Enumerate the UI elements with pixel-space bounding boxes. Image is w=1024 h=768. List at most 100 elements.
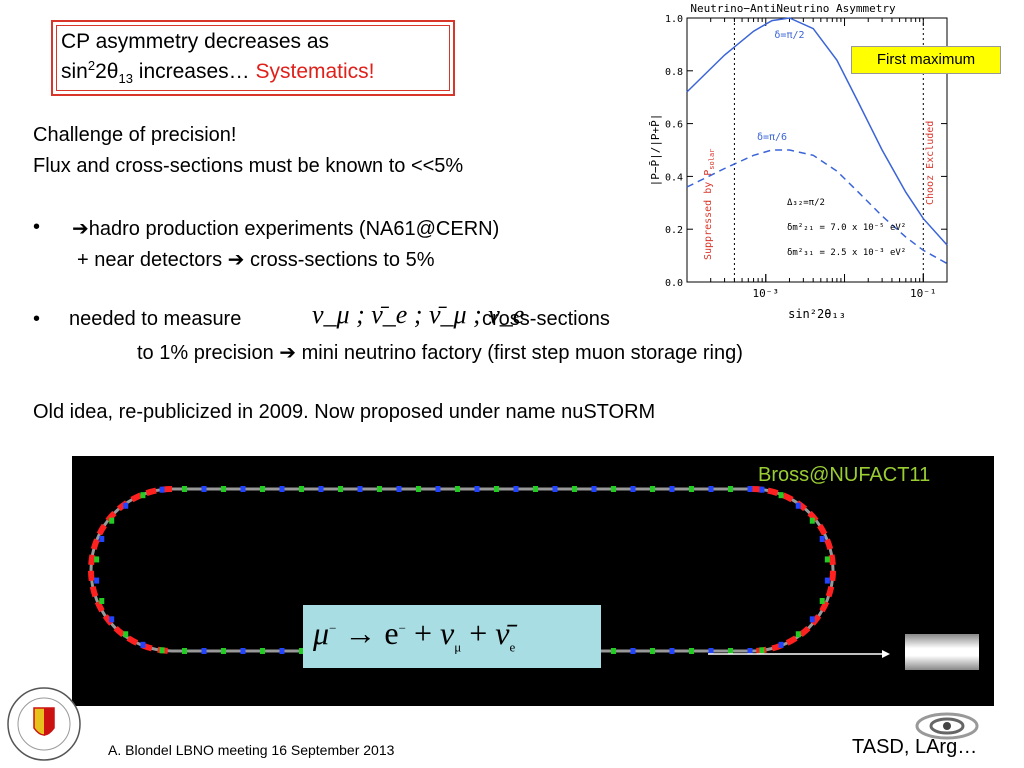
ring-quad-bottom xyxy=(201,648,207,654)
ring-quad-top xyxy=(455,486,460,492)
ring-quad-left xyxy=(99,536,105,543)
ring-quad-top xyxy=(611,486,616,492)
ring-quad-left xyxy=(94,577,100,584)
storage-ring-drawing xyxy=(88,486,890,658)
ring-quad-top xyxy=(494,486,499,492)
ring-quad-top xyxy=(338,486,343,492)
ring-quad-left xyxy=(109,616,115,623)
bullet-1-subtext: + near detectors ➔ cross-sections to 5% xyxy=(77,249,435,271)
ring-quad-left xyxy=(99,597,105,604)
chart-title: Neutrino−AntiNeutrino Asymmetry xyxy=(690,2,896,15)
chart-y-ticks: 0.0 0.2 0.4 0.6 0.8 1.0 xyxy=(665,14,947,289)
suppressed-region-label: Suppressed by Psolar xyxy=(703,149,716,260)
title-box: CP asymmetry decreases as sin22θ13 incre… xyxy=(51,20,455,96)
ring-quad-top xyxy=(318,486,324,492)
ring-quad-top xyxy=(650,486,655,492)
bullet-2-text: needed to measure xyxy=(69,308,242,330)
title-sup: 2 xyxy=(87,58,96,73)
decay-equation: μ− → e− + νμ + ν̄e xyxy=(313,615,516,655)
series-label-1: δ=π/6 xyxy=(757,132,787,143)
detector-block xyxy=(905,634,979,670)
bullet-1-dot: • xyxy=(33,216,41,238)
series-line-0 xyxy=(686,17,948,246)
y-tick-label: 0.4 xyxy=(665,172,683,183)
ring-quad-top xyxy=(435,486,441,492)
neutrino-beam-arrowhead xyxy=(882,650,890,658)
ring-quad-left xyxy=(140,492,146,499)
chart-x-label: sin²2θ₁₃ xyxy=(788,307,846,321)
decay-equation-box: μ− → e− + νμ + ν̄e xyxy=(303,605,601,668)
title-box-inner-border xyxy=(56,25,450,91)
footer-text: A. Blondel LBNO meeting 16 September 201… xyxy=(108,742,395,758)
title-sub: 13 xyxy=(118,71,133,87)
credit-label: Bross@NUFACT11 xyxy=(758,464,931,486)
ring-quad-top xyxy=(221,486,226,492)
bullet-1-text: ➔hadro production experiments (NA61@CERN… xyxy=(72,218,500,240)
param-dm31: δm²₃₁ = 2.5 x 10⁻³ eV² xyxy=(787,248,906,258)
ring-quad-top xyxy=(747,486,753,492)
storage-ring-panel xyxy=(72,456,994,706)
body-line-challenge: Challenge of precision! xyxy=(33,124,237,146)
ring-quad-top xyxy=(552,486,558,492)
series-label-0: δ=π/2 xyxy=(774,30,804,41)
ring-quad-left xyxy=(159,486,165,493)
ring-quad-top xyxy=(279,486,285,492)
ring-quad-bottom xyxy=(299,648,304,654)
title-line-1: CP asymmetry decreases as xyxy=(61,30,330,53)
param-dm21: δm²₂₁ = 7.0 x 10⁻⁵ eV² xyxy=(787,223,906,233)
ring-left-arc-magnets xyxy=(88,486,173,654)
ring-quad-top xyxy=(416,486,421,492)
ring-quad-bottom xyxy=(689,648,694,654)
ring-quad-top xyxy=(182,486,187,492)
bullet-2-cross-sections: cross-sections xyxy=(482,308,610,330)
ring-quad-bottom xyxy=(747,648,753,654)
ring-quad-top xyxy=(260,486,265,492)
chooz-excluded-label: Chooz Excluded xyxy=(925,121,936,205)
y-tick-label: 0.0 xyxy=(665,278,683,289)
ring-quad-top xyxy=(357,486,363,492)
ring-quad-top xyxy=(533,486,538,492)
ring-quad-right xyxy=(778,641,784,648)
university-seal-logo xyxy=(7,687,81,761)
x-tick-label: 10⁻³ xyxy=(753,287,780,300)
ring-quad-right xyxy=(778,492,784,499)
ring-quad-bottom xyxy=(708,648,714,654)
ring-quad-bottom xyxy=(240,648,246,654)
bullet-2-dot: • xyxy=(33,308,41,330)
ring-quad-right xyxy=(759,647,765,654)
ring-quad-right xyxy=(824,577,830,584)
ring-quad-top xyxy=(201,486,207,492)
param-delta32: Δ₃₂=π/2 xyxy=(787,198,825,208)
title-rest: increases… xyxy=(132,60,256,83)
ring-quad-left xyxy=(123,502,129,509)
ring-quad-bottom xyxy=(221,648,226,654)
ring-quad-top xyxy=(689,486,694,492)
ring-quad-right xyxy=(819,536,825,543)
ring-quad-bottom xyxy=(611,648,616,654)
ring-quad-top xyxy=(630,486,636,492)
ring-quad-bottom xyxy=(260,648,265,654)
title-two: 2 xyxy=(95,60,107,83)
ring-quad-right xyxy=(809,517,815,524)
chart-series: δ=π/2 δ=π/6 xyxy=(686,17,948,265)
ring-quad-bottom xyxy=(182,648,187,654)
title-theta: θ xyxy=(106,60,119,83)
ring-quad-bottom xyxy=(279,648,285,654)
ring-quad-top xyxy=(708,486,714,492)
ring-right-arc-magnets xyxy=(751,486,836,654)
title-systematics: Systematics! xyxy=(255,60,375,83)
title-sin: sin xyxy=(61,60,88,83)
chart-y-label: |P−P̄|/|P+P̄| xyxy=(649,114,662,187)
first-maximum-callout: First maximum xyxy=(851,46,1001,74)
bullet-2-precision: to 1% precision ➔ mini neutrino factory … xyxy=(137,342,743,364)
y-tick-label: 0.2 xyxy=(665,225,683,236)
body-line-flux: Flux and cross-sections must be known to… xyxy=(33,155,464,177)
ring-quad-top xyxy=(474,486,480,492)
title-line-2: sin22θ13 increases… Systematics! xyxy=(61,58,375,86)
ring-quad-bottom xyxy=(650,648,655,654)
y-tick-label: 0.6 xyxy=(665,120,683,131)
ring-quad-top xyxy=(591,486,597,492)
ring-quad-top xyxy=(669,486,675,492)
ring-quad-top xyxy=(299,486,304,492)
ring-quad-top xyxy=(728,486,733,492)
